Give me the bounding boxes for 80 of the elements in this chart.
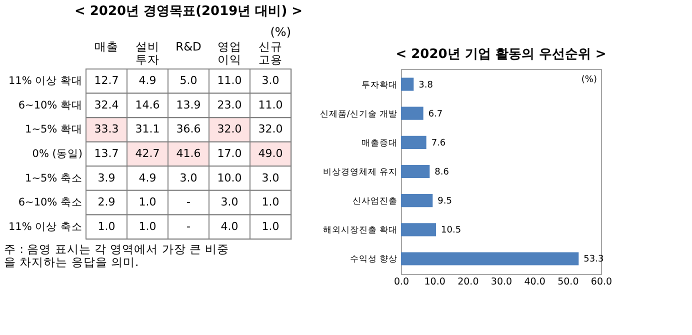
data-label: 2.9 (98, 196, 116, 209)
data-label: 3.0 (262, 74, 280, 88)
data-label: 3.8 (418, 80, 434, 90)
data-label: 9.5 (438, 196, 452, 207)
data-label: 11.0 (217, 74, 242, 88)
data-label: 12.7 (94, 74, 119, 88)
y-tick-label: 6~10% 확대 (18, 99, 82, 112)
data-label: 10.0 (217, 171, 242, 184)
data-label: 6.7 (428, 109, 443, 120)
y-tick-label: 투자확대 (362, 80, 398, 90)
y-tick-label: 신제품/신기술 개발 (320, 109, 398, 120)
x-tick-label: 설비 투자 (136, 40, 160, 66)
x-tick-label: 30.0 (490, 276, 512, 288)
y-tick-label: 11% 이상 축소 (8, 220, 82, 233)
bar (401, 164, 430, 178)
y-tick-label: 해외시장진출 확대 (322, 226, 398, 236)
data-label: 17.0 (217, 147, 242, 160)
data-label: 42.7 (135, 147, 160, 160)
data-label: 31.1 (135, 122, 160, 136)
data-label: 13.7 (94, 147, 119, 160)
y-tick-label: 신사업진출 (352, 196, 398, 207)
x-tick-label: 영업 이익 (218, 40, 242, 66)
data-label: 13.9 (176, 98, 201, 112)
bar (401, 252, 579, 266)
data-label: 1.0 (98, 220, 116, 233)
text: (%) (270, 25, 291, 39)
bar (401, 136, 426, 149)
x-tick-label: 50.0 (558, 276, 579, 288)
bar (401, 194, 433, 208)
y-tick-label: 11% 이상 확대 (8, 75, 82, 88)
text: - (186, 220, 190, 233)
data-label: 1.0 (138, 220, 156, 233)
data-label: 11.0 (258, 98, 283, 112)
bar (401, 78, 414, 91)
data-label: 23.0 (217, 98, 242, 112)
y-tick-label: 1~5% 축소 (25, 172, 82, 184)
data-label: 41.6 (176, 147, 201, 160)
data-label: 4.9 (138, 74, 156, 88)
data-label: 3.0 (262, 171, 280, 184)
data-label: 14.6 (135, 98, 160, 112)
data-label: 49.0 (258, 147, 283, 160)
y-tick-label: 1~5% 확대 (25, 124, 82, 136)
data-label: 53.3 (584, 254, 604, 265)
bar (401, 223, 436, 236)
x-tick-label: 40.0 (524, 276, 546, 288)
x-tick-label: 신규 고용 (258, 40, 282, 66)
data-label: 32.4 (94, 98, 119, 112)
data-label: 7.6 (431, 138, 446, 148)
y-tick-label: 비상경영체제 유지 (322, 168, 398, 178)
data-label: 33.3 (94, 122, 119, 136)
data-label: 32.0 (258, 122, 283, 136)
bar (401, 106, 424, 120)
data-label: 32.0 (217, 122, 242, 136)
data-label: 8.6 (434, 168, 450, 178)
data-label: 1.0 (138, 196, 156, 209)
data-label: 3.9 (98, 171, 116, 184)
y-tick-label: 0% (동일) (32, 148, 82, 160)
chart-title: < 2020년 경영목표(2019년 대비) > (74, 4, 303, 19)
data-label: 1.0 (262, 220, 280, 233)
y-tick-label: 6~10% 축소 (18, 196, 82, 209)
annotation: (%) (581, 75, 597, 85)
data-label: 36.6 (176, 122, 201, 136)
x-tick-label: 0.0 (394, 276, 410, 288)
data-label: 5.0 (180, 74, 198, 88)
data-label: 1.0 (262, 196, 280, 209)
data-label: 10.5 (441, 226, 462, 236)
chart-title: < 2020년 기업 활동의 우선순위 > (396, 47, 606, 62)
data-label: 3.0 (220, 196, 238, 209)
x-tick-label: 60.0 (590, 276, 612, 288)
text: 주 : 음영 표시는 각 영역에서 가장 큰 비중 을 차지하는 응답을 의미. (4, 242, 230, 269)
data-label: 3.0 (180, 171, 198, 184)
y-tick-label: 매출증대 (362, 138, 398, 148)
y-tick-label: 수익성 향상 (350, 254, 398, 265)
data-label: 4.9 (138, 171, 156, 184)
data-label: 4.0 (220, 220, 238, 233)
x-tick-label: 매출 (94, 40, 118, 54)
x-tick-label: 10.0 (424, 276, 446, 288)
x-tick-label: R&D (176, 40, 202, 54)
x-tick-label: 20.0 (458, 276, 479, 288)
text: - (186, 196, 190, 209)
